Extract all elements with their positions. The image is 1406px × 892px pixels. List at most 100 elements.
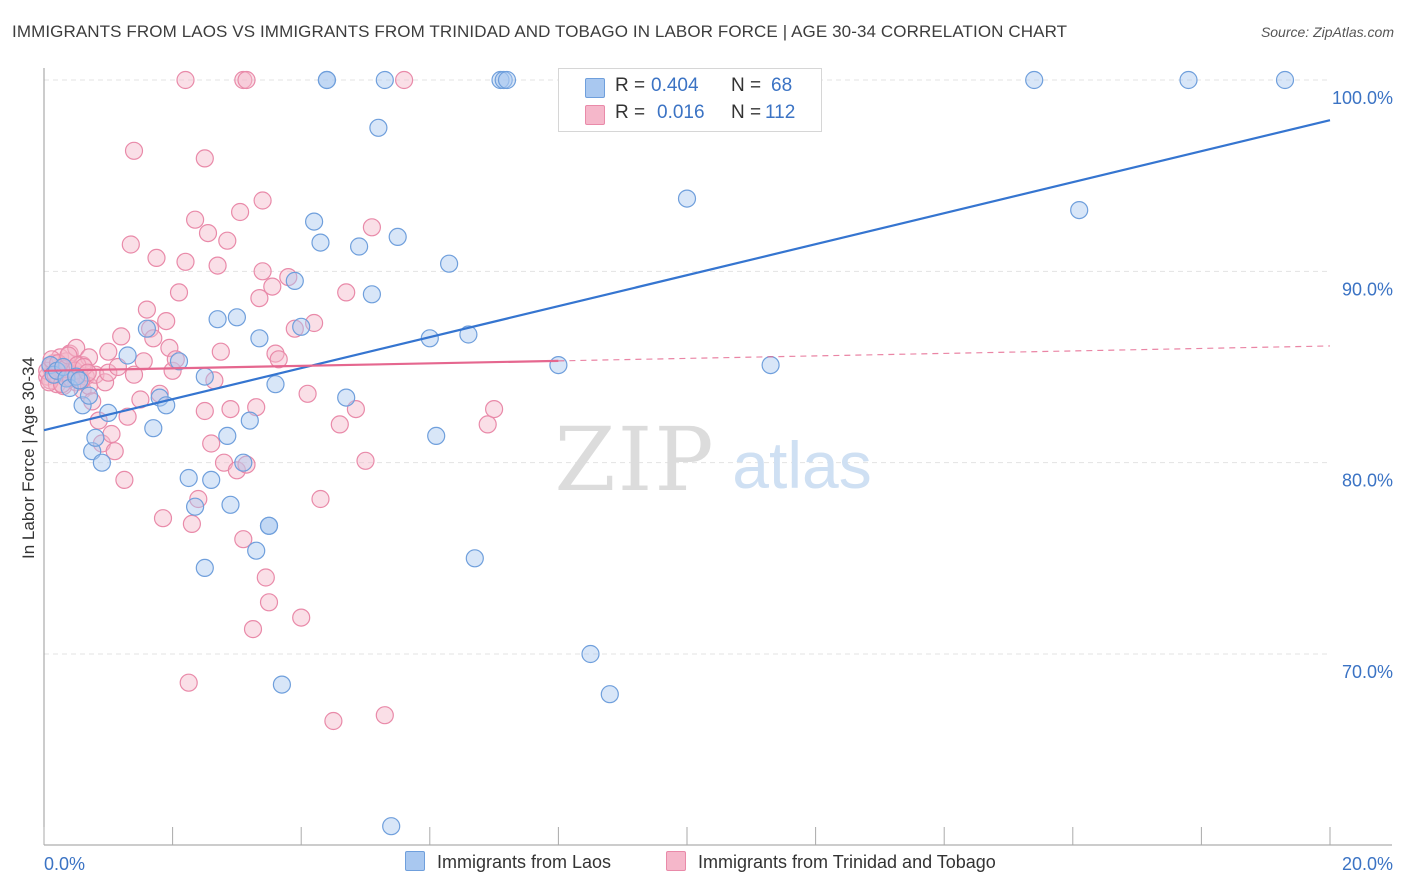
- y-tick-label: 80.0%: [1342, 471, 1393, 491]
- laos-point: [240, 411, 259, 430]
- trinidad-point: [105, 442, 124, 461]
- laos-point: [73, 396, 92, 415]
- trinidad-point: [137, 300, 156, 319]
- y-axis-label: In Labor Force | Age 30-34: [19, 357, 38, 559]
- laos-point: [1025, 70, 1044, 90]
- laos-point: [427, 426, 446, 445]
- axes: [43, 68, 1392, 846]
- laos-point: [311, 233, 330, 252]
- laos-point: [369, 118, 388, 137]
- trinidad-point: [253, 262, 272, 281]
- laos-point: [1070, 201, 1089, 220]
- trinidad-point: [202, 434, 221, 453]
- laos-point: [459, 325, 478, 344]
- laos-point: [581, 644, 600, 664]
- trinidad-point: [144, 329, 163, 348]
- legend-r-label: R =: [615, 102, 646, 123]
- trinidad-point: [153, 509, 173, 528]
- trinidad-point: [243, 619, 263, 639]
- trinidad-point: [218, 231, 237, 250]
- legend-swatch-trinidad: [585, 105, 605, 125]
- trinidad-point: [195, 149, 214, 168]
- laos-point: [79, 386, 99, 405]
- laos-point: [497, 70, 517, 90]
- laos-point: [60, 378, 79, 398]
- laos-point: [317, 70, 336, 90]
- trinidad-point: [124, 141, 144, 160]
- tick-labels: 70.0% 80.0% 90.0% 100.0% 0.0% 20.0%: [44, 88, 1393, 874]
- laos-point: [272, 675, 291, 694]
- laos-point: [388, 227, 407, 246]
- trinidad-point: [259, 593, 279, 612]
- trinidad-point: [118, 407, 137, 426]
- bottom-legend-trinidad: Immigrants from Trinidad and Tobago: [666, 851, 996, 873]
- trinidad-point: [285, 319, 304, 338]
- trinidad-point: [311, 489, 330, 509]
- chart-title: IMMIGRANTS FROM LAOS VS IMMIGRANTS FROM …: [12, 22, 1068, 41]
- series-trinidad-points: [38, 70, 504, 731]
- laos-point: [86, 428, 105, 447]
- trinidad-point: [179, 673, 198, 692]
- laos-point: [259, 516, 279, 535]
- laos-point: [169, 352, 189, 371]
- y-tick-label: 90.0%: [1342, 279, 1393, 299]
- bottom-legend-swatch-trinidad: [666, 851, 686, 871]
- trinidad-point: [478, 415, 497, 434]
- trinidad-point: [169, 283, 189, 302]
- laos-point: [218, 426, 237, 445]
- watermark: ZIP atlas: [554, 408, 871, 511]
- trinidad-point: [250, 289, 269, 308]
- correlation-legend: R = 0.404 N = 68 R = 0.016 N = 112: [558, 68, 822, 132]
- laos-point: [202, 470, 221, 489]
- trinidad-point: [134, 352, 153, 371]
- trinidad-point: [124, 365, 144, 384]
- bottom-legend-label-laos: Immigrants from Laos: [437, 852, 612, 872]
- laos-trend-line: [43, 119, 1331, 432]
- trinidad-point: [163, 361, 182, 380]
- trinidad-point: [208, 256, 227, 275]
- laos-point: [677, 189, 697, 208]
- trinidad-point: [121, 235, 140, 254]
- x-tick-label: 0.0%: [44, 854, 85, 874]
- trinidad-point: [298, 384, 317, 403]
- trinidad-point: [256, 568, 275, 587]
- laos-point: [118, 346, 137, 365]
- laos-point: [227, 308, 246, 327]
- trinidad-point: [112, 327, 131, 346]
- trinidad-point: [186, 210, 205, 229]
- legend-n-value: 112: [765, 102, 796, 123]
- source-label: Source: ZipAtlas.com: [1260, 24, 1394, 40]
- trinidad-point: [356, 451, 375, 470]
- trinidad-point: [115, 470, 134, 489]
- trinidad-point: [99, 342, 118, 361]
- bottom-legend-label-trinidad: Immigrants from Trinidad and Tobago: [698, 852, 996, 872]
- legend-n-label: N =: [731, 102, 762, 123]
- legend-r-value: 0.016: [657, 102, 705, 123]
- trinidad-point: [231, 202, 250, 222]
- trinidad-point: [330, 415, 349, 434]
- trinidad-point: [237, 70, 256, 90]
- trend-lines: [43, 119, 1331, 432]
- legend-n-value: 68: [771, 75, 793, 96]
- trinidad-point: [176, 252, 195, 271]
- trinidad-point: [83, 392, 102, 411]
- laos-point: [362, 285, 381, 304]
- laos-point: [195, 558, 214, 578]
- trinidad-point: [234, 530, 253, 549]
- trinidad-trend-line: [43, 359, 559, 372]
- trinidad-trend-line-dashed: [558, 345, 1331, 362]
- legend-swatch-laos: [585, 78, 605, 98]
- laos-point: [375, 70, 394, 90]
- laos-point: [266, 375, 285, 394]
- watermark-atlas: atlas: [732, 428, 871, 502]
- trinidad-point: [160, 338, 179, 357]
- laos-point: [337, 388, 356, 407]
- laos-point: [195, 367, 214, 386]
- trinidad-point: [337, 283, 356, 302]
- trinidad-point: [147, 248, 166, 267]
- trinidad-point: [362, 218, 381, 237]
- bottom-legend-laos: Immigrants from Laos: [405, 851, 611, 873]
- laos-point: [382, 817, 401, 836]
- laos-point: [1179, 70, 1198, 90]
